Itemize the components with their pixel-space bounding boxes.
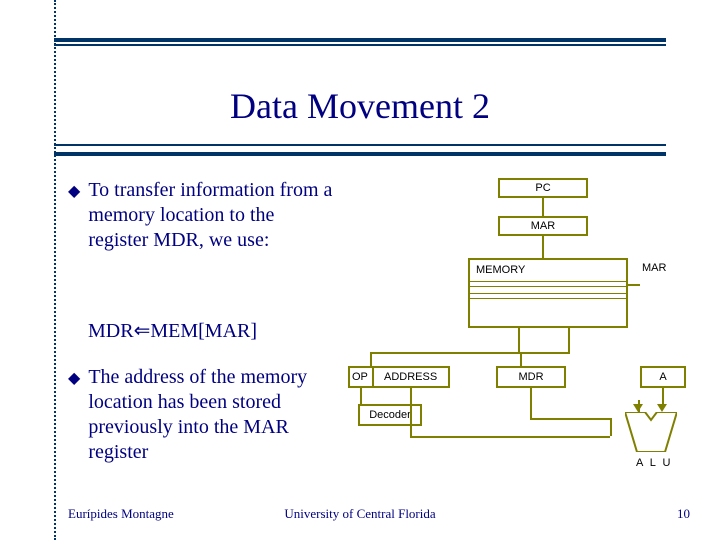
decoder-label: Decoder	[369, 409, 411, 421]
line-mdr-down	[530, 388, 532, 418]
memory-row-1	[470, 281, 626, 287]
bullet-1: ◆ To transfer information from a memory …	[68, 178, 338, 253]
alu-label: A L U	[636, 457, 673, 469]
line-memory-down-right	[568, 328, 570, 352]
bullet-2: ◆ The address of the memory location has…	[68, 365, 338, 465]
code-expression: MDR⇐MEM[MAR]	[88, 318, 257, 343]
pc-register: PC	[498, 178, 588, 198]
top-rule-thin	[54, 44, 666, 46]
slide-number: 10	[677, 506, 690, 522]
left-arrow-icon: ⇐	[134, 320, 151, 342]
line-addr-bus	[410, 436, 610, 438]
line-to-mdr-down	[520, 352, 522, 366]
memory-row-2	[470, 293, 626, 299]
line-to-ir-down	[370, 352, 372, 366]
ir-op-label: OP	[352, 371, 368, 383]
pc-label: PC	[535, 182, 550, 194]
mdr-label: MDR	[518, 371, 543, 383]
line-addr-down	[410, 388, 412, 436]
left-dotted-rule	[54, 0, 56, 540]
a-register: A	[640, 366, 686, 388]
code-rhs: MEM[MAR]	[150, 320, 257, 342]
line-mar-pointer	[628, 284, 640, 286]
ir-divider	[372, 366, 374, 388]
line-op-decoder	[360, 388, 362, 404]
memory-label: MEMORY	[476, 264, 525, 276]
bullet-marker-icon: ◆	[68, 369, 80, 389]
mid-rule-thick	[54, 152, 666, 156]
cpu-diagram: PC MAR MEMORY MAR OP ADDRESS Decoder MDR…	[360, 170, 700, 490]
bullet-marker-icon: ◆	[68, 182, 80, 202]
line-pc-mar	[542, 198, 544, 216]
line-memory-down-left	[518, 328, 520, 352]
arrow-a-alu	[657, 404, 667, 412]
footer-institution: University of Central Florida	[0, 506, 720, 522]
decoder-box: Decoder	[358, 404, 422, 426]
line-mdr-bus	[530, 418, 610, 420]
mid-rule-thin	[54, 144, 666, 146]
line-to-ir	[370, 352, 520, 354]
ir-addr-label: ADDRESS	[384, 371, 437, 383]
line-to-mdr	[520, 352, 570, 354]
bullet-2-text: The address of the memory location has b…	[88, 365, 338, 465]
slide-title: Data Movement 2	[0, 85, 720, 127]
line-bus-to-alu	[610, 418, 612, 436]
code-lhs: MDR	[88, 320, 134, 342]
top-rule-thick	[54, 38, 666, 42]
mdr-register: MDR	[496, 366, 566, 388]
mar-label: MAR	[531, 220, 555, 232]
alu-block	[625, 412, 677, 452]
arrow-left-alu	[633, 404, 643, 412]
bullet-1-text: To transfer information from a memory lo…	[88, 178, 338, 253]
mar-register: MAR	[498, 216, 588, 236]
mar-pointer-label: MAR	[642, 262, 666, 274]
line-mar-memory	[542, 236, 544, 258]
a-label: A	[659, 371, 666, 383]
